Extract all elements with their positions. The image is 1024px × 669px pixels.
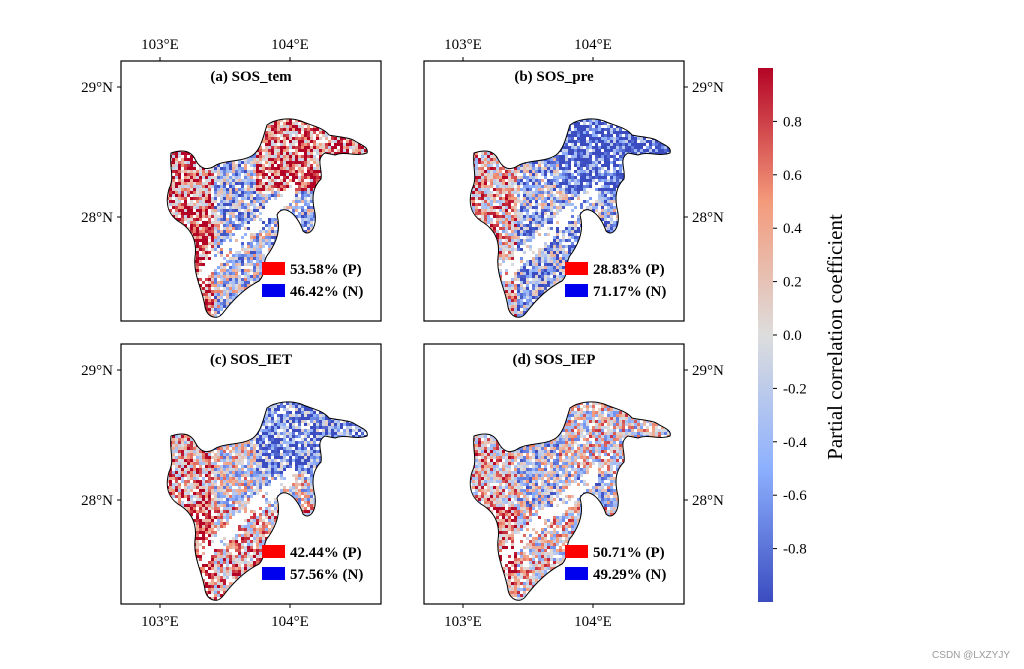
map-panels: (a) SOS_tem 53.58% (P) 46.42% (N) 103°E 104°… [81,37,724,630]
lon-tick-label: 104°E [574,614,612,630]
panel-title: (a) SOS_tem [210,69,292,85]
panel-title: (c) SOS_IET [210,352,292,368]
colorbar-tick-label: 0.0 [783,328,802,344]
legend-swatch [262,567,285,580]
legend-label: 53.58% (P) [290,262,362,278]
lon-tick-label: 103°E [141,37,179,53]
lon-tick-label: 103°E [141,614,179,630]
region-boundary [166,118,368,318]
colorbar-gradient [758,68,773,602]
lat-tick-label: 28°N [81,493,113,509]
map-panel: (c) SOS_IET 42.44% (P) 57.56% (N) 103°E 104°… [81,343,382,630]
colorbar-label: Partial correlation coefficient [823,214,847,460]
lon-tick-label: 103°E [444,37,482,53]
legend-swatch [262,545,285,558]
lat-tick-label: 28°N [692,493,724,509]
lat-tick-label: 29°N [692,363,724,379]
colorbar-ticks: 0.8 0.6 0.4 0.2 0.0 -0.2 -0.4 -0.6 -0.8 [773,114,807,558]
lat-tick-label: 29°N [692,80,724,96]
lat-tick-label: 28°N [81,210,113,226]
legend-swatch [565,284,588,297]
lon-tick-label: 104°E [271,37,309,53]
legend-label: 28.83% (P) [593,262,665,278]
legend-label: 57.56% (N) [290,567,363,583]
colorbar-tick-label: 0.6 [783,168,802,184]
region-boundary [469,118,671,318]
colorbar-tick-label: -0.8 [783,542,807,558]
map-panel: (d) SOS_IEP 50.71% (P) 49.29% (N) 103°E 104°… [423,343,724,630]
lat-tick-label: 28°N [692,210,724,226]
legend-swatch [565,545,588,558]
lon-tick-label: 104°E [271,614,309,630]
lon-tick-label: 103°E [444,614,482,630]
lat-tick-label: 29°N [81,80,113,96]
region-boundary [469,401,671,601]
panel-title: (b) SOS_pre [514,69,594,85]
colorbar-tick-label: 0.4 [783,221,802,237]
map-panel: (b) SOS_pre 28.83% (P) 71.17% (N) 103°E 104°… [423,37,724,322]
legend-label: 71.17% (N) [593,284,666,300]
legend-swatch [262,284,285,297]
lat-tick-label: 29°N [81,363,113,379]
lon-tick-label: 104°E [574,37,612,53]
legend-label: 42.44% (P) [290,545,362,561]
panel-title: (d) SOS_IEP [513,352,596,368]
legend-label: 49.29% (N) [593,567,666,583]
colorbar-tick-label: -0.2 [783,381,807,397]
legend-swatch [565,262,588,275]
legend-swatch [262,262,285,275]
legend-label: 50.71% (P) [593,545,665,561]
legend-swatch [565,567,588,580]
colorbar-tick-label: -0.6 [783,488,807,504]
colorbar-tick-label: -0.4 [783,435,807,451]
colorbar: 0.8 0.6 0.4 0.2 0.0 -0.2 -0.4 -0.6 -0.8 Partial … [758,68,847,602]
watermark: CSDN @LXZYJY [932,650,1010,661]
legend-label: 46.42% (N) [290,284,363,300]
colorbar-tick-label: 0.8 [783,114,802,130]
colorbar-tick-label: 0.2 [783,275,802,291]
map-panel: (a) SOS_tem 53.58% (P) 46.42% (N) 103°E 104°… [81,37,382,322]
region-boundary [166,401,368,601]
